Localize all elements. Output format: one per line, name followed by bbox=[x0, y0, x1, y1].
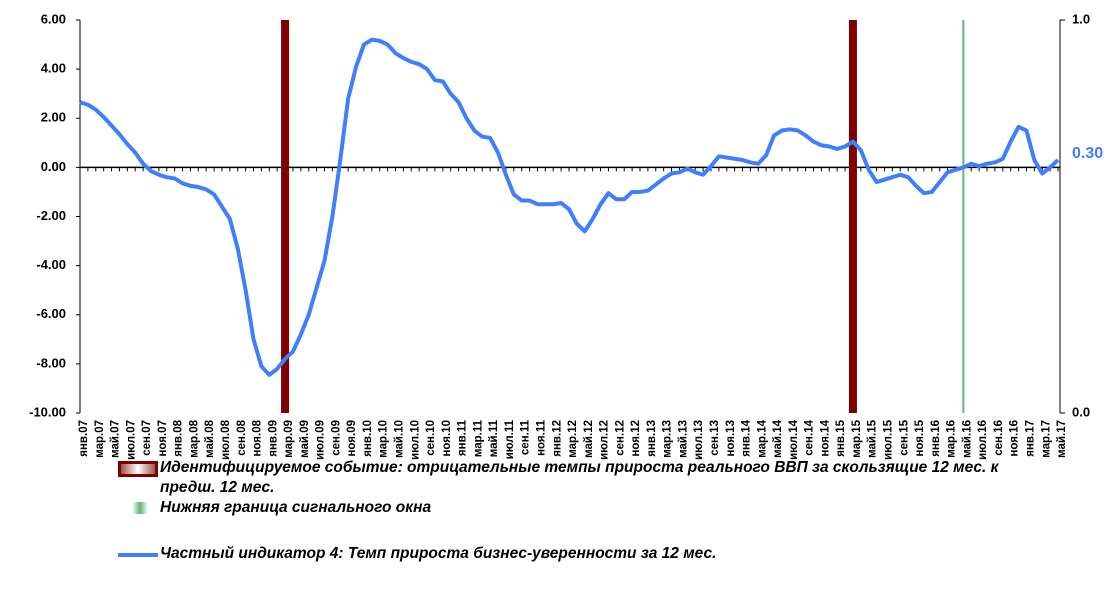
x-tick-label: янв.08 bbox=[173, 419, 185, 456]
x-tick-label: май.17 bbox=[1056, 420, 1068, 458]
x-tick-label: май.14 bbox=[772, 419, 784, 457]
x-tick-label: сен.14 bbox=[804, 419, 816, 455]
x-tick-label: май.10 bbox=[394, 420, 406, 458]
x-tick-label: сен.12 bbox=[614, 420, 626, 456]
x-tick-label: май.07 bbox=[110, 420, 122, 458]
x-tick-label: июл.07 bbox=[125, 420, 137, 460]
legend-entry: Частный индикатор 4: Темп прироста бизне… bbox=[118, 544, 1038, 564]
y-tick-label: -4.00 bbox=[36, 257, 66, 272]
x-tick-label: мар.17 bbox=[1040, 420, 1052, 458]
y-tick-label: -6.00 bbox=[36, 306, 66, 321]
x-tick-label: ноя.08 bbox=[252, 419, 264, 456]
x-tick-label: сен.09 bbox=[330, 420, 342, 456]
x-tick-label: сен.16 bbox=[993, 420, 1005, 456]
chart: -10.00 -8.00 -6.00 -4.00 -2.00 0.00 2.00 4.00 6.… bbox=[29, 11, 1103, 460]
x-tick-label: ноя.10 bbox=[441, 420, 453, 457]
x-tick-label: июл.11 bbox=[504, 419, 516, 459]
x-tick-label: мар.08 bbox=[188, 419, 200, 457]
y-tick-label: 4.00 bbox=[41, 61, 66, 76]
legend-symbol bbox=[118, 461, 158, 477]
x-tick-label: мар.15 bbox=[851, 419, 863, 457]
x-tick-label: янв.13 bbox=[646, 420, 658, 457]
event-bar bbox=[962, 20, 965, 413]
x-tick-label: мар.12 bbox=[567, 420, 579, 458]
x-tick-label: ноя.09 bbox=[346, 420, 358, 457]
x-tick-label: янв.16 bbox=[930, 420, 942, 457]
x-tick-label: янв.10 bbox=[362, 420, 374, 457]
x-tick-label: июл.08 bbox=[220, 419, 232, 460]
legend-entry: Нижняя граница сигнального окна bbox=[118, 498, 1038, 518]
x-tick-label: мар.14 bbox=[756, 419, 768, 457]
x-tick-label: сен.10 bbox=[425, 420, 437, 456]
legend-symbol bbox=[118, 553, 158, 557]
x-tick-label: сен.08 bbox=[236, 419, 248, 455]
x-tick-label: янв.12 bbox=[551, 420, 563, 457]
x-tick-label: май.12 bbox=[583, 420, 595, 458]
x-tick-label: июл.13 bbox=[693, 420, 705, 460]
x-tick-label: июл.14 bbox=[788, 419, 800, 460]
y-tick-label: -10.00 bbox=[29, 404, 66, 419]
x-tick-label: ноя.13 bbox=[725, 420, 737, 457]
y-tick-label: 2.00 bbox=[41, 110, 66, 125]
x-tick-label: май.08 bbox=[204, 419, 216, 457]
y2-tick-label: 0.0 bbox=[1072, 404, 1090, 419]
x-tick-label: мар.11 bbox=[472, 419, 484, 457]
x-tick-label: ноя.16 bbox=[1009, 420, 1021, 457]
event-bar bbox=[281, 20, 290, 413]
y-tick-label: -8.00 bbox=[36, 355, 66, 370]
x-tick-label: янв.07 bbox=[78, 420, 90, 457]
x-tick-label: янв.09 bbox=[267, 420, 279, 457]
x-tick-label: сен.13 bbox=[709, 420, 721, 456]
x-tick-label: мар.16 bbox=[946, 420, 958, 458]
x-tick-label: янв.14 bbox=[741, 419, 753, 456]
x-tick-label: ноя.14 bbox=[819, 419, 831, 456]
x-tick-label: июл.10 bbox=[409, 420, 421, 460]
x-tick-label: июл.15 bbox=[883, 419, 895, 460]
x-tick-label: сен.07 bbox=[141, 420, 153, 456]
value-label: 0.30 bbox=[1072, 145, 1103, 162]
x-tick-label: ноя.11 bbox=[535, 419, 547, 455]
x-tick-label: май.16 bbox=[961, 420, 973, 458]
x-tick-label: июл.09 bbox=[315, 420, 327, 460]
x-tick-label: июл.12 bbox=[599, 420, 611, 460]
legend-label: Идентифицируемое событие: отрицательные … bbox=[160, 459, 999, 496]
x-tick-label: май.09 bbox=[299, 420, 311, 458]
x-tick-label: сен.11 bbox=[520, 419, 532, 455]
legend-label: Частный индикатор 4: Темп прироста бизне… bbox=[160, 545, 717, 562]
line bbox=[79, 37, 1060, 377]
x-tick-label: ноя.07 bbox=[157, 420, 169, 457]
x-tick-label: мар.07 bbox=[94, 420, 106, 458]
y-tick-label: 0.00 bbox=[41, 159, 66, 174]
x-tick-label: май.11 bbox=[488, 419, 500, 457]
x-tick-label: ноя.15 bbox=[914, 419, 926, 456]
x-tick-label: мар.10 bbox=[378, 420, 390, 458]
x-tick-label: янв.11 bbox=[457, 419, 469, 456]
legend-symbol bbox=[132, 502, 148, 514]
x-tick-label: янв.17 bbox=[1024, 420, 1036, 457]
x-tick-label: май.13 bbox=[677, 420, 689, 458]
legend-entry: Идентифицируемое событие: отрицательные … bbox=[118, 458, 1038, 498]
x-tick-label: сен.15 bbox=[898, 419, 910, 455]
x-tick-label: янв.15 bbox=[835, 419, 847, 456]
y-tick-label: -2.00 bbox=[36, 208, 66, 223]
x-tick-label: июл.16 bbox=[977, 420, 989, 460]
event-bar bbox=[848, 20, 857, 413]
y-tick-label: 6.00 bbox=[41, 11, 66, 26]
legend-label: Нижняя граница сигнального окна bbox=[160, 499, 432, 516]
y2-tick-label: 1.0 bbox=[1072, 11, 1090, 26]
x-tick-label: май.15 bbox=[867, 419, 879, 457]
x-tick-label: ноя.12 bbox=[630, 420, 642, 457]
x-tick-label: мар.13 bbox=[662, 420, 674, 458]
x-tick-label: мар.09 bbox=[283, 420, 295, 458]
